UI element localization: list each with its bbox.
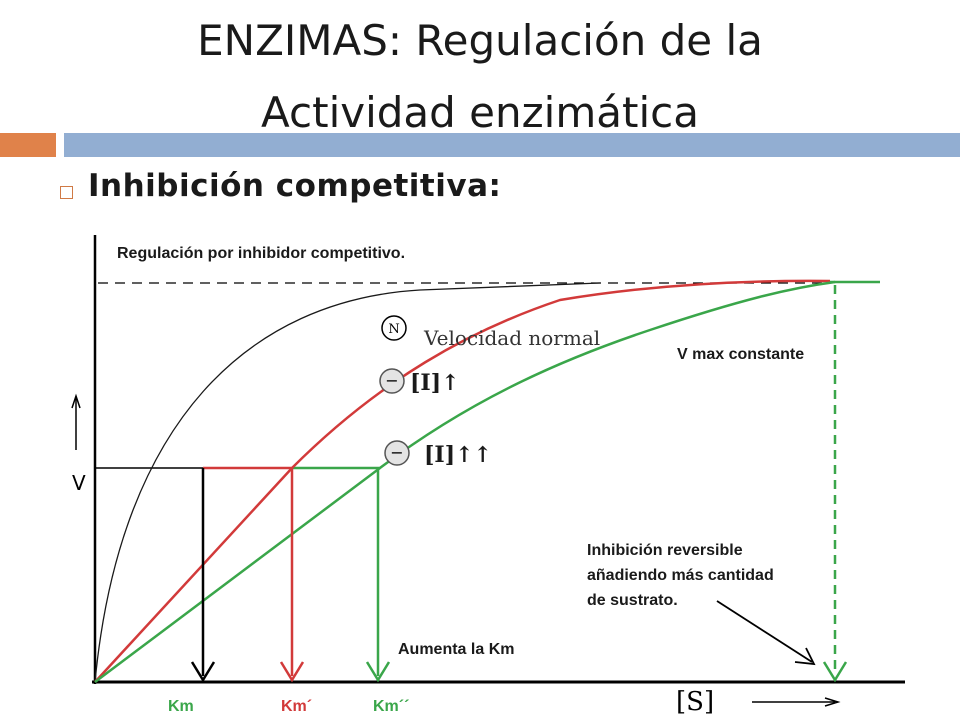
km2-label: Km´´ <box>373 698 409 715</box>
low-inhibitor-minus: − <box>385 371 398 390</box>
high-inhibitor-marker <box>384 440 410 466</box>
reversible-line1: Inhibición reversible <box>587 542 743 559</box>
diagram-heading: Regulación por inhibidor competitivo. <box>117 245 405 262</box>
reversible-arrow-shaft <box>716 600 813 663</box>
slide-title-line1: ENZIMAS: Regulación de la <box>197 16 763 65</box>
reversible-line2: añadiendo más cantidad <box>587 567 774 584</box>
normal-marker-circle <box>381 315 407 341</box>
low-inhibitor-marker <box>379 368 405 394</box>
km-increase-label: Aumenta la Km <box>398 641 514 658</box>
high-inhibitor-curve <box>94 280 836 683</box>
vmax-label: V max constante <box>677 346 804 363</box>
y-arrow-head <box>71 393 81 409</box>
low-inhibitor-label: [I]↑ <box>410 370 460 396</box>
reversible-arrow-head <box>794 647 816 666</box>
km2-arrow-head <box>365 661 391 683</box>
normal-velocity-label: Velocidad normal <box>423 326 600 350</box>
high-inhibitor-minus: − <box>390 443 403 462</box>
bullet-text: Inhibición competitiva: <box>88 168 502 204</box>
km1-arrow-head <box>279 661 305 683</box>
km-arrow-head <box>190 661 216 683</box>
reversible-line3: de sustrato. <box>587 592 678 609</box>
normal-marker-letter: N <box>388 322 399 337</box>
y-axis-label: V <box>72 471 86 495</box>
bullet-square-icon <box>60 186 73 199</box>
accent-bar-blue <box>64 133 960 157</box>
x-axis-label: [S] <box>676 687 714 717</box>
x-arrow-head <box>824 697 841 707</box>
vmax-vertical-arrow-head <box>822 661 848 683</box>
high-inhibitor-label: [I]↑↑ <box>424 442 492 468</box>
slide-title-line2: Actividad enzimática <box>261 88 699 137</box>
normal-velocity-curve <box>94 282 601 683</box>
km1-label: Km´ <box>281 698 312 715</box>
low-inhibitor-curve <box>94 279 831 683</box>
accent-bar-orange <box>0 133 56 157</box>
km-label: Km <box>168 698 194 715</box>
